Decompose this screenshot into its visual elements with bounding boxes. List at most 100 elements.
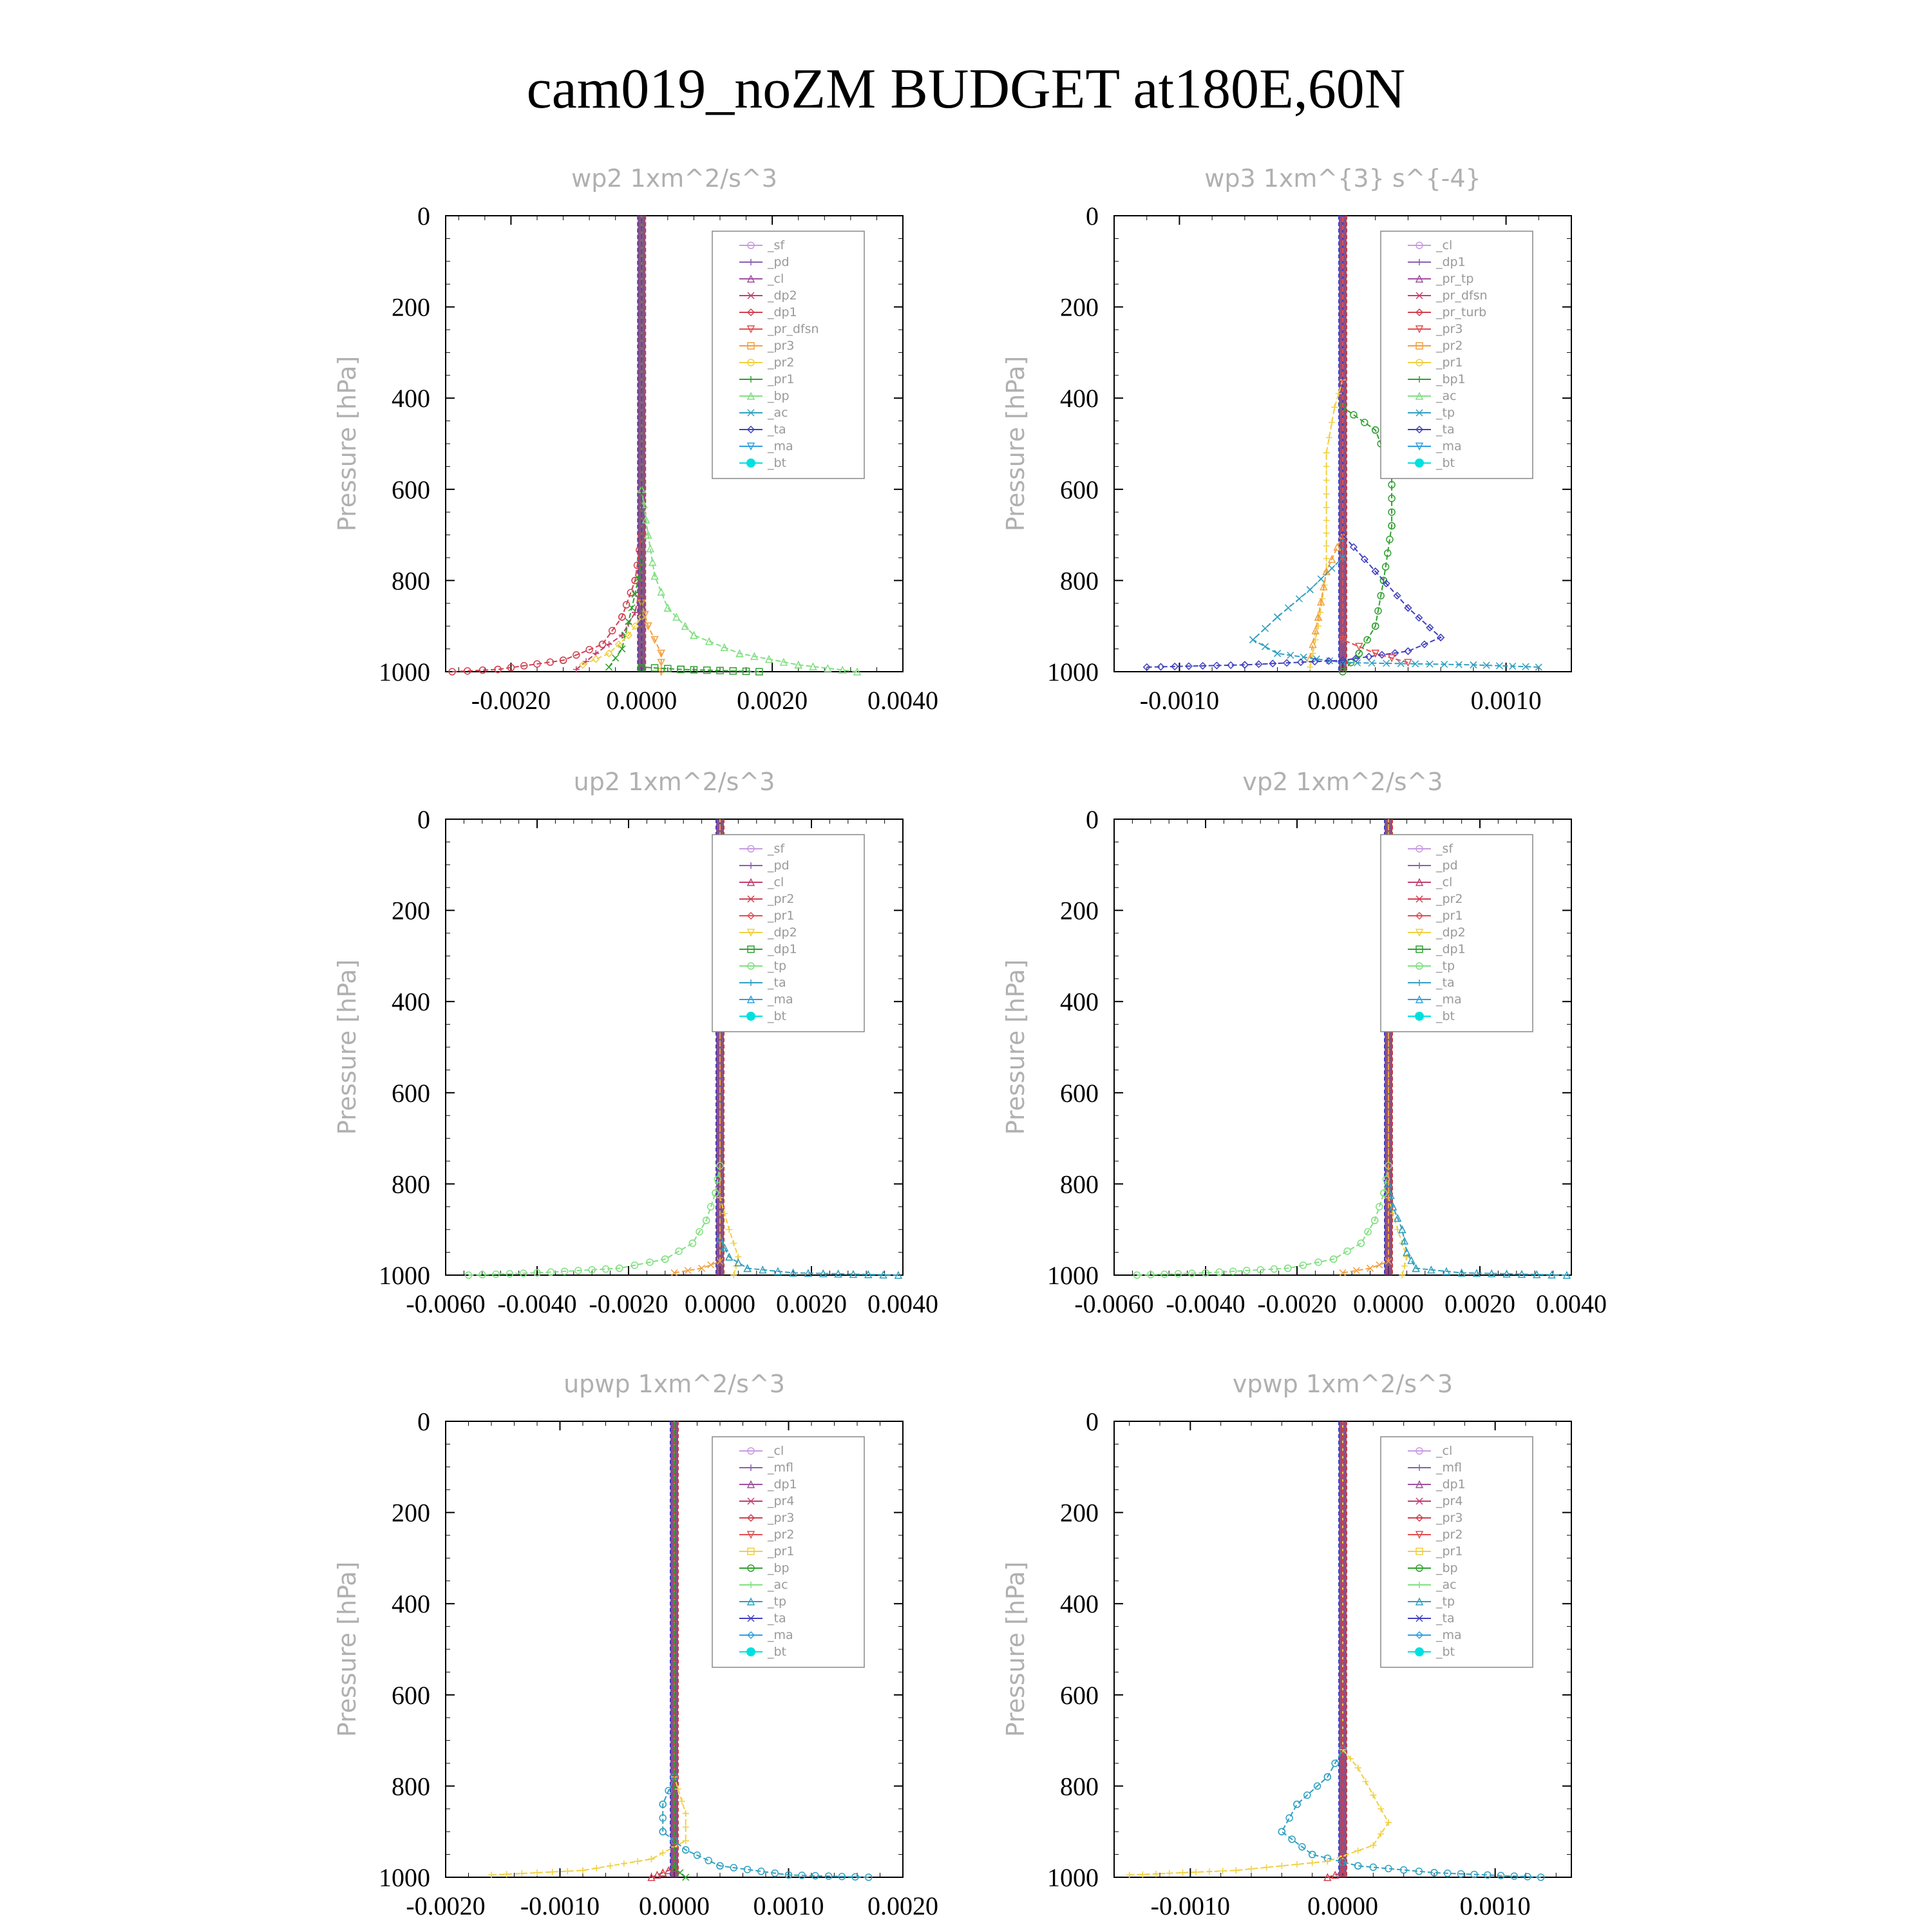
series-point-dp1 bbox=[601, 1265, 610, 1273]
series-point-ta bbox=[1338, 656, 1347, 665]
series-point-tp bbox=[716, 1862, 724, 1870]
series-point-tp bbox=[1562, 1271, 1571, 1279]
legend-entry: _pr2 bbox=[767, 1528, 794, 1542]
series-point-ta bbox=[1426, 623, 1434, 632]
legend-marker bbox=[1415, 1631, 1424, 1640]
series-point-ac bbox=[677, 665, 685, 674]
series-point-tp bbox=[1509, 662, 1517, 670]
series-point-pr1 bbox=[730, 1240, 737, 1247]
series-point-tp bbox=[1427, 1265, 1435, 1274]
series-point-tp bbox=[1328, 564, 1336, 573]
series-point-pr1 bbox=[631, 591, 639, 598]
series-point-bp bbox=[838, 665, 847, 674]
y-axis-title: Pressure [hPa] bbox=[1001, 960, 1030, 1135]
series-point-tp bbox=[1502, 1269, 1511, 1278]
legend-entry: _ac bbox=[767, 1578, 788, 1592]
x-tick-label: 0.0020 bbox=[776, 1289, 847, 1318]
series-point-pr1 bbox=[1324, 1858, 1331, 1865]
series-line-tp bbox=[1388, 819, 1567, 1276]
series-point-bp bbox=[644, 530, 652, 539]
series-point-pr1 bbox=[1347, 1755, 1354, 1762]
series-point-pr1 bbox=[580, 1867, 586, 1874]
series-point-pr1 bbox=[1370, 1842, 1377, 1849]
series-point-dp1 bbox=[1147, 1271, 1155, 1279]
series-point-ac bbox=[716, 667, 724, 674]
legend-entry: _bp1 bbox=[1435, 372, 1466, 386]
series-point-tp bbox=[682, 1846, 690, 1854]
plot-title: up2 1xm^2/s^3 bbox=[574, 768, 775, 796]
series-point-pr1 bbox=[1394, 1226, 1401, 1233]
series-point-tp bbox=[1535, 663, 1542, 671]
series-point-pr2 bbox=[614, 640, 623, 649]
legend-entry: _cl bbox=[1435, 1444, 1452, 1458]
series-point-pr1 bbox=[1179, 1869, 1186, 1876]
legend-marker bbox=[1416, 376, 1423, 383]
legend-marker bbox=[746, 459, 755, 468]
series-point-tp bbox=[1388, 1202, 1397, 1211]
legend-entry: _dp2 bbox=[1435, 925, 1466, 940]
legend-marker bbox=[1415, 1531, 1424, 1539]
series-point-bp1 bbox=[1371, 426, 1379, 434]
legend-entry: _pr_dfsn bbox=[767, 322, 819, 336]
y-tick-label: 0 bbox=[417, 1407, 430, 1436]
legend-marker bbox=[747, 1564, 755, 1572]
y-axis-title: Pressure [hPa] bbox=[333, 960, 361, 1135]
series-point-dp1 bbox=[646, 1258, 654, 1266]
series-point-pr3 bbox=[644, 622, 652, 630]
series-point-bp bbox=[650, 571, 659, 580]
legend-entry: _bt bbox=[767, 456, 786, 470]
series-point-ta bbox=[1393, 591, 1401, 600]
legend-entry: _ta bbox=[767, 976, 786, 990]
legend-entry: _pr4 bbox=[767, 1494, 794, 1508]
legend-entry: _tp bbox=[1435, 1595, 1455, 1609]
series-point-pr1 bbox=[682, 1837, 689, 1844]
legend-marker bbox=[1415, 392, 1424, 400]
series-line-pr1 bbox=[491, 1421, 687, 1876]
x-tick-label: -0.0060 bbox=[1074, 1289, 1153, 1318]
series-point-bp1 bbox=[1371, 622, 1379, 630]
series-point-bp1 bbox=[1388, 480, 1396, 489]
legend-entry: _pr4 bbox=[1435, 1494, 1463, 1508]
series-point-bp bbox=[681, 621, 690, 630]
x-tick-label: 0.0010 bbox=[1471, 686, 1542, 715]
series-point-tp bbox=[1495, 662, 1503, 670]
series-point-tp bbox=[1537, 1873, 1545, 1881]
series-point-ta bbox=[1378, 650, 1386, 659]
series-point-pr1 bbox=[1323, 477, 1330, 484]
series-point-ta bbox=[1437, 633, 1445, 641]
series-point-pr1 bbox=[674, 1786, 681, 1793]
x-tick-label: 0.0010 bbox=[1460, 1891, 1531, 1920]
series-point-pr3 bbox=[641, 611, 649, 620]
series-point-tp bbox=[1262, 643, 1269, 650]
y-tick-label: 600 bbox=[1060, 475, 1099, 504]
series-point-tp bbox=[1298, 1843, 1306, 1851]
series-point-dp1 bbox=[464, 1271, 473, 1279]
series-point-ta bbox=[1391, 649, 1399, 658]
series-point-dp1 bbox=[585, 646, 593, 654]
x-tick-label: 0.0040 bbox=[867, 1289, 938, 1318]
series-point-tp bbox=[1443, 1870, 1452, 1877]
series-point-dp1 bbox=[598, 640, 607, 649]
x-tick-label: -0.0020 bbox=[1257, 1289, 1336, 1318]
series-point-dp1 bbox=[546, 658, 554, 666]
series-point-tp bbox=[1533, 1270, 1541, 1278]
series-point-pr1 bbox=[1153, 1870, 1160, 1877]
series-point-pr2 bbox=[1352, 1267, 1360, 1274]
legend-marker bbox=[1416, 845, 1423, 853]
series-point-tp bbox=[1430, 1869, 1438, 1877]
series-point-pr1 bbox=[1325, 434, 1332, 441]
series-point-pr1 bbox=[1317, 609, 1324, 616]
series-point-pr3 bbox=[1387, 654, 1396, 663]
series-point-dp2 bbox=[635, 593, 642, 600]
legend-marker bbox=[746, 1480, 755, 1488]
legend-entry: _cl bbox=[767, 1444, 784, 1458]
legend-entry: _sf bbox=[767, 842, 785, 856]
series-point-tp bbox=[865, 1873, 873, 1881]
legend-entry: _bt bbox=[1435, 456, 1455, 470]
y-tick-label: 600 bbox=[392, 475, 430, 504]
legend-entry: _ta bbox=[1435, 976, 1455, 990]
series-point-pr1 bbox=[1323, 450, 1330, 457]
series-point-dp1 bbox=[478, 666, 487, 674]
series-point-tp bbox=[864, 1270, 873, 1278]
y-tick-label: 200 bbox=[1060, 896, 1099, 925]
